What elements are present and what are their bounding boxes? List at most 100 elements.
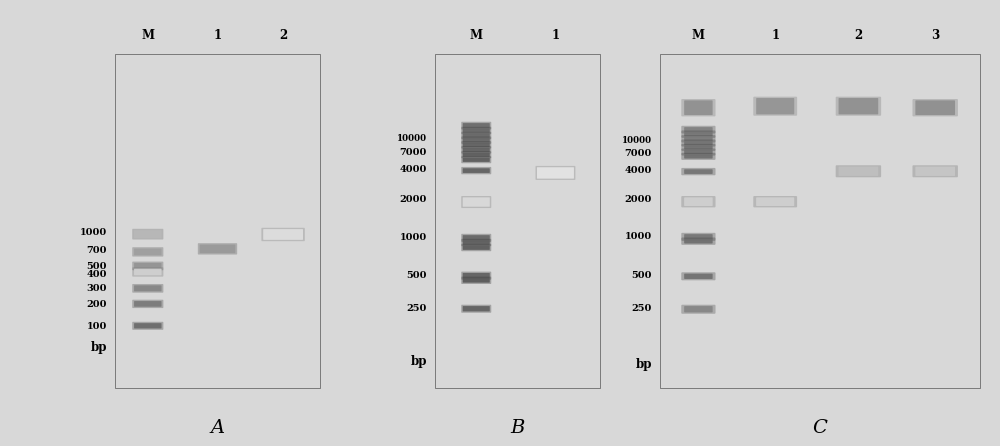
FancyBboxPatch shape: [461, 239, 491, 246]
FancyBboxPatch shape: [681, 140, 716, 146]
FancyBboxPatch shape: [461, 136, 491, 144]
Text: 2000: 2000: [400, 194, 427, 203]
FancyBboxPatch shape: [463, 138, 490, 142]
FancyBboxPatch shape: [463, 273, 490, 278]
FancyBboxPatch shape: [681, 153, 716, 160]
Text: bp: bp: [91, 341, 107, 355]
FancyBboxPatch shape: [463, 133, 490, 138]
Text: C: C: [813, 419, 827, 437]
Text: 1: 1: [551, 29, 560, 42]
FancyBboxPatch shape: [681, 99, 716, 116]
FancyBboxPatch shape: [463, 142, 490, 147]
FancyBboxPatch shape: [915, 100, 955, 115]
FancyBboxPatch shape: [463, 235, 490, 240]
Text: 200: 200: [87, 300, 107, 309]
FancyBboxPatch shape: [463, 197, 490, 206]
FancyBboxPatch shape: [463, 123, 490, 128]
FancyBboxPatch shape: [463, 278, 490, 283]
Text: 100: 100: [87, 322, 107, 330]
FancyBboxPatch shape: [134, 248, 162, 255]
FancyBboxPatch shape: [839, 98, 878, 115]
FancyBboxPatch shape: [461, 151, 491, 158]
Text: 4000: 4000: [625, 166, 652, 175]
FancyBboxPatch shape: [684, 132, 713, 136]
FancyBboxPatch shape: [839, 167, 878, 176]
FancyBboxPatch shape: [684, 150, 713, 154]
Text: 250: 250: [407, 304, 427, 313]
FancyBboxPatch shape: [134, 268, 162, 275]
FancyBboxPatch shape: [461, 244, 491, 251]
FancyBboxPatch shape: [463, 157, 490, 162]
FancyBboxPatch shape: [912, 165, 958, 177]
Text: M: M: [470, 29, 483, 42]
Text: bp: bp: [411, 355, 427, 368]
Text: M: M: [141, 29, 154, 42]
FancyBboxPatch shape: [681, 305, 716, 314]
FancyBboxPatch shape: [681, 196, 716, 207]
FancyBboxPatch shape: [132, 300, 163, 308]
FancyBboxPatch shape: [461, 156, 491, 163]
FancyBboxPatch shape: [134, 301, 162, 307]
FancyBboxPatch shape: [198, 243, 237, 255]
Text: 2: 2: [279, 29, 287, 42]
Text: 500: 500: [632, 272, 652, 281]
Text: 3: 3: [931, 29, 939, 42]
FancyBboxPatch shape: [836, 165, 881, 177]
FancyBboxPatch shape: [461, 234, 491, 242]
FancyBboxPatch shape: [684, 154, 713, 159]
FancyBboxPatch shape: [753, 97, 797, 116]
FancyBboxPatch shape: [684, 145, 713, 149]
FancyBboxPatch shape: [681, 168, 716, 175]
FancyBboxPatch shape: [681, 126, 716, 133]
FancyBboxPatch shape: [684, 169, 713, 174]
FancyBboxPatch shape: [463, 148, 490, 152]
FancyBboxPatch shape: [263, 229, 303, 240]
FancyBboxPatch shape: [684, 197, 713, 206]
Text: 500: 500: [406, 272, 427, 281]
Text: 7000: 7000: [400, 148, 427, 157]
FancyBboxPatch shape: [684, 306, 713, 312]
Text: 1000: 1000: [400, 233, 427, 242]
FancyBboxPatch shape: [461, 196, 491, 208]
Text: 1000: 1000: [625, 232, 652, 241]
FancyBboxPatch shape: [912, 99, 958, 116]
Text: 500: 500: [87, 262, 107, 272]
FancyBboxPatch shape: [461, 277, 491, 284]
FancyBboxPatch shape: [681, 130, 716, 138]
Text: 1000: 1000: [80, 228, 107, 237]
FancyBboxPatch shape: [463, 245, 490, 250]
FancyBboxPatch shape: [461, 146, 491, 153]
FancyBboxPatch shape: [756, 197, 794, 206]
Text: 4000: 4000: [400, 165, 427, 174]
FancyBboxPatch shape: [134, 323, 162, 328]
FancyBboxPatch shape: [681, 144, 716, 151]
FancyBboxPatch shape: [261, 228, 305, 241]
FancyBboxPatch shape: [132, 284, 163, 293]
FancyBboxPatch shape: [461, 305, 491, 313]
Text: 1: 1: [771, 29, 779, 42]
FancyBboxPatch shape: [684, 141, 713, 145]
FancyBboxPatch shape: [132, 229, 163, 240]
FancyBboxPatch shape: [681, 135, 716, 142]
FancyBboxPatch shape: [134, 263, 162, 269]
FancyBboxPatch shape: [535, 166, 575, 180]
Text: B: B: [510, 419, 525, 437]
FancyBboxPatch shape: [684, 136, 713, 141]
FancyBboxPatch shape: [461, 272, 491, 280]
Text: M: M: [692, 29, 705, 42]
FancyBboxPatch shape: [461, 127, 491, 134]
FancyBboxPatch shape: [681, 149, 716, 156]
FancyBboxPatch shape: [134, 230, 162, 238]
FancyBboxPatch shape: [461, 132, 491, 139]
FancyBboxPatch shape: [684, 127, 713, 132]
FancyBboxPatch shape: [132, 267, 163, 277]
FancyBboxPatch shape: [132, 247, 163, 256]
Text: 700: 700: [87, 246, 107, 256]
FancyBboxPatch shape: [753, 196, 797, 207]
FancyBboxPatch shape: [463, 240, 490, 245]
Text: 250: 250: [632, 304, 652, 313]
Text: 300: 300: [87, 284, 107, 293]
FancyBboxPatch shape: [463, 128, 490, 133]
Text: 7000: 7000: [625, 149, 652, 158]
Text: 1: 1: [213, 29, 222, 42]
